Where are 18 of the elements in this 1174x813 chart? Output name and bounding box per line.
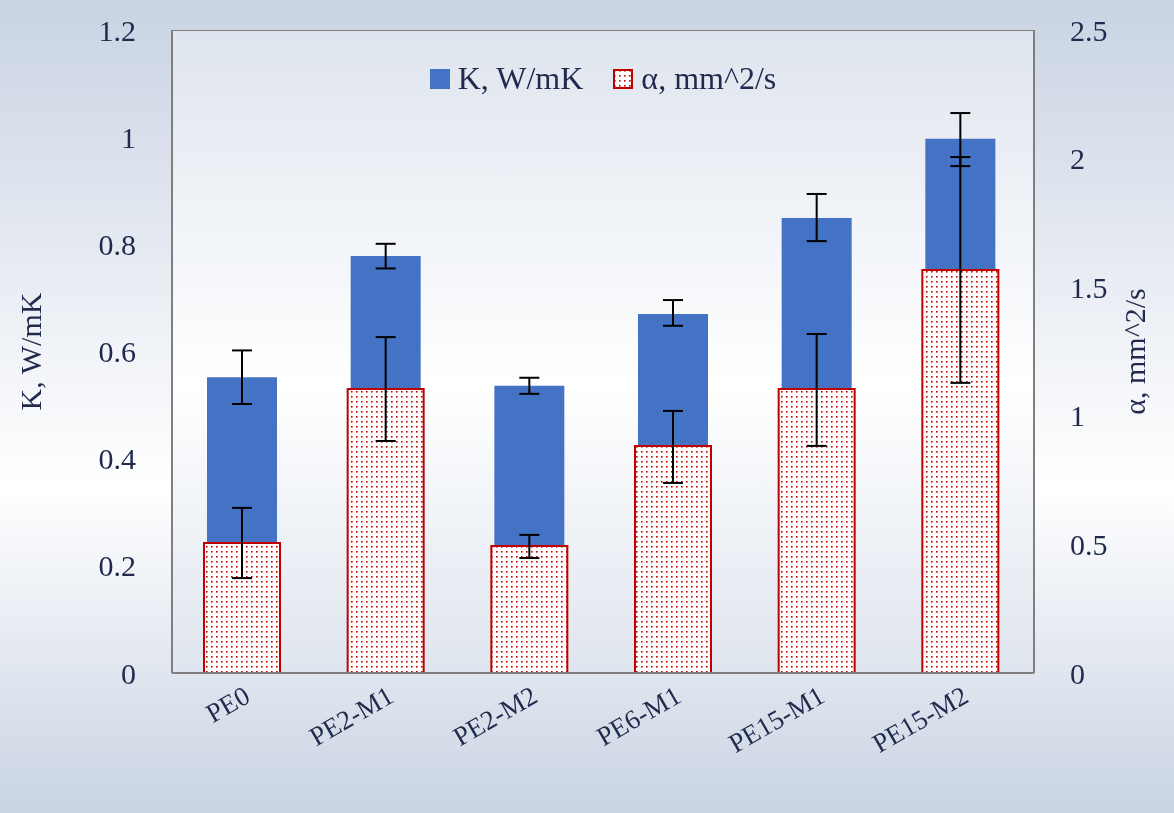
y2-tick-label: 1.5 (1070, 270, 1108, 304)
y-tick-label: 0.8 (98, 227, 136, 261)
legend-label: α, mm^2/s (641, 60, 777, 97)
y-axis-title: K, W/mK (13, 292, 47, 411)
x-tick-label: PE0 (200, 680, 255, 729)
legend-label: K, W/mK (457, 60, 584, 97)
y2-tick-label: 2 (1070, 142, 1085, 176)
y2-axis-title: α, mm^2/s (1117, 288, 1151, 415)
y2-tick-label: 1 (1070, 399, 1085, 433)
y2-tick-label: 0.5 (1070, 528, 1108, 562)
y-tick-label: 0.4 (98, 442, 136, 476)
y2-tick-label: 2.5 (1070, 13, 1108, 47)
y2-tick-label: 0 (1070, 656, 1085, 690)
y-tick-label: 1.2 (98, 13, 136, 47)
y-tick-label: 0.6 (98, 335, 136, 369)
y-tick-label: 1 (121, 120, 136, 154)
y-tick-label: 0.2 (98, 549, 136, 583)
y-tick-label: 0 (121, 656, 136, 690)
